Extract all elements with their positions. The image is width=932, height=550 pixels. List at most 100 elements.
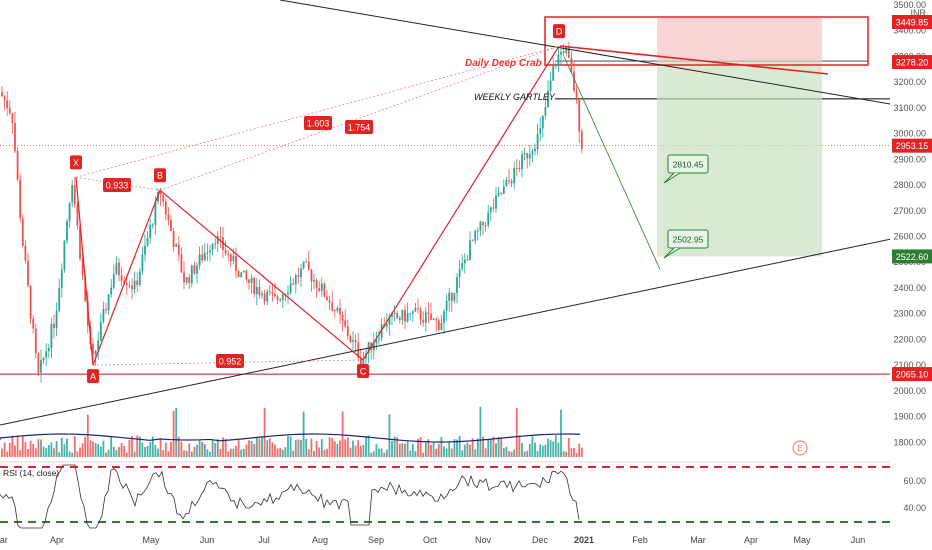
- volume-bar: [440, 437, 443, 457]
- price-tick: 3400.00: [893, 26, 926, 36]
- volume-bar: [284, 447, 287, 457]
- candle-body: [469, 240, 471, 260]
- candle-body: [146, 237, 149, 246]
- candle-body: [313, 279, 315, 282]
- month-tick: Oct: [423, 535, 438, 545]
- volume-bar: [214, 443, 217, 457]
- volume-bar: [539, 444, 542, 457]
- volume-bar: [14, 445, 16, 457]
- target-value: 2810.45: [673, 160, 704, 170]
- candle-body: [302, 261, 305, 269]
- candle-body: [526, 153, 529, 159]
- volume-bar: [463, 444, 466, 457]
- volume-bar: [292, 450, 295, 457]
- candle-body: [310, 269, 313, 282]
- volume-bar: [164, 442, 167, 457]
- trend-lines: [0, 0, 897, 426]
- pattern-point-d: D: [553, 24, 565, 39]
- volume-bar: [268, 438, 271, 457]
- volume-bar: [489, 439, 492, 457]
- month-tick: Aug: [312, 535, 328, 545]
- pattern-ratio-line: [75, 45, 560, 178]
- candle-body: [557, 54, 560, 65]
- candle-body: [3, 96, 6, 101]
- harmonic-pattern: X A B C D: [70, 24, 565, 384]
- pattern-point-box: [87, 369, 99, 384]
- volume-bar: [383, 452, 386, 457]
- candle-body: [268, 291, 271, 293]
- candle-body: [271, 292, 274, 294]
- candle-body: [136, 280, 139, 285]
- volume-bar: [541, 445, 544, 457]
- volume-bar: [544, 444, 547, 457]
- volume-bar: [84, 436, 87, 457]
- volume-bar: [55, 441, 58, 457]
- volume-bar: [76, 451, 79, 457]
- candle-body: [510, 181, 513, 184]
- candle-body: [16, 150, 19, 180]
- candle-body: [107, 294, 110, 311]
- volume-bar: [216, 439, 219, 457]
- candle-body: [289, 283, 292, 293]
- candle-body: [341, 314, 344, 321]
- candle-body: [224, 249, 227, 254]
- pattern-name-secondary: WEEKLY GARTLEY: [474, 92, 556, 102]
- price-tick: 2000.00: [893, 386, 926, 396]
- candle-body: [253, 277, 256, 295]
- volume-bar: [258, 438, 261, 457]
- volume-bar: [359, 445, 362, 457]
- candle-body: [123, 280, 126, 283]
- volume-bar: [411, 444, 414, 457]
- candle-body: [456, 277, 458, 294]
- target-callout: 2502.95: [663, 229, 709, 259]
- target-value: 2502.95: [673, 235, 704, 245]
- price-tag-value: 3449.85: [896, 18, 929, 28]
- volume-bar: [232, 448, 235, 457]
- candle-body: [396, 312, 399, 318]
- candle-body: [128, 285, 131, 287]
- candle-body: [209, 250, 211, 253]
- volume-bar: [47, 445, 50, 457]
- volume-bar: [396, 437, 399, 457]
- volume-bar: [508, 451, 510, 457]
- volume-bar: [580, 447, 583, 457]
- candle-body: [393, 312, 396, 314]
- volume-bar: [300, 439, 302, 457]
- candle-body: [474, 231, 477, 241]
- price-axis: 1800.00 1900.00 2000.00 2100.00 2200.00 2300.…: [890, 0, 932, 550]
- candle-body: [435, 318, 438, 321]
- candle-body: [406, 313, 409, 322]
- volume-bar: [323, 449, 326, 457]
- candle-body: [180, 254, 183, 273]
- volume-bar: [222, 437, 224, 457]
- candle-body: [263, 293, 266, 302]
- volume-bar: [242, 448, 245, 457]
- volume-bar: [21, 436, 24, 457]
- candle-body: [401, 309, 404, 320]
- candle-body: [255, 287, 258, 295]
- events-icon: E: [792, 440, 808, 456]
- candle-body: [76, 204, 79, 226]
- volume-bar: [99, 446, 102, 457]
- volume-bar: [370, 452, 373, 457]
- volume-bar: [315, 440, 318, 457]
- candle-body: [8, 108, 11, 114]
- month-tick: Nov: [475, 535, 492, 545]
- volume-bar: [344, 439, 347, 457]
- volume-bar: [193, 447, 196, 457]
- month-tick: Jun: [200, 535, 215, 545]
- candle-body: [151, 224, 154, 226]
- candle-body: [66, 221, 68, 241]
- pattern-point-label: D: [556, 27, 563, 37]
- candle-body: [170, 219, 172, 232]
- candle-body: [482, 221, 484, 226]
- volume-bar: [562, 451, 565, 457]
- volume-bar: [240, 449, 243, 457]
- volume-bar: [19, 450, 22, 457]
- candle-body: [307, 261, 310, 270]
- volume-bar: [432, 442, 435, 457]
- price-tick: 1800.00: [893, 437, 926, 447]
- volume-bar: [476, 438, 479, 457]
- volume-bar: [203, 444, 206, 457]
